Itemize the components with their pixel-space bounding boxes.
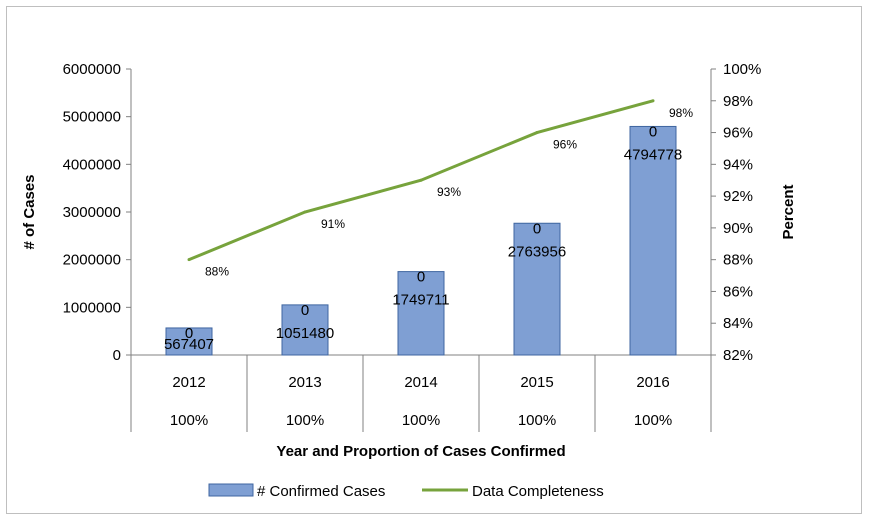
category-label: 2015 [520, 374, 553, 391]
line-point [303, 210, 307, 214]
bar-2013[interactable] [281, 304, 329, 356]
bar-value-label: 1051480 [276, 325, 334, 342]
x-axis-title: Year and Proportion of Cases Confirmed [276, 443, 565, 460]
category-sublabel: 100% [402, 412, 440, 429]
y2-tick-label: 96% [723, 125, 753, 142]
y-tick-label: 0 [113, 347, 121, 364]
y2-tick-label: 86% [723, 283, 753, 300]
category-sublabel: 100% [634, 412, 672, 429]
bar-2016[interactable] [629, 125, 677, 356]
y-tick-label: 5000000 [63, 109, 121, 126]
y2-tick-label: 82% [723, 347, 753, 364]
y2-axis-title: Percent [780, 184, 797, 239]
y-axis-title: # of Cases [21, 174, 38, 249]
category-sublabel: 100% [286, 412, 324, 429]
chart: 0 1000000 2000000 3000000 4000000 5000000 6000… [21, 61, 797, 500]
bar-value-label: 4794778 [624, 146, 682, 163]
category-label: 2016 [636, 374, 669, 391]
y-tick-label: 3000000 [63, 204, 121, 221]
legend-bar-swatch [208, 483, 254, 497]
line-value-label: 91% [321, 217, 345, 231]
bar-top-label: 0 [417, 269, 425, 286]
line-value-label: 96% [553, 138, 577, 152]
bar-top-label: 0 [649, 123, 657, 140]
legend-line-label: Data Completeness [472, 483, 604, 500]
bar-2015[interactable] [513, 222, 561, 356]
category-sublabel: 100% [518, 412, 556, 429]
y2-tick-label: 90% [723, 220, 753, 237]
bar-top-label: 0 [533, 220, 541, 237]
bar-2014[interactable] [397, 271, 445, 356]
category-label: 2012 [172, 374, 205, 391]
bar-top-label: 0 [301, 302, 309, 319]
line-point [535, 131, 539, 135]
y2-tick-label: 100% [723, 61, 761, 78]
y2-tick-label: 88% [723, 252, 753, 269]
line-point [187, 258, 191, 262]
line-point [651, 99, 655, 103]
y-tick-label: 2000000 [63, 252, 121, 269]
y-tick-label: 4000000 [63, 156, 121, 173]
bar-top-label: 0 [185, 325, 193, 342]
y-tick-label: 6000000 [63, 61, 121, 78]
legend-bar-label: # Confirmed Cases [257, 483, 385, 500]
bar-2012[interactable] [165, 327, 213, 356]
line-value-label: 98% [669, 106, 693, 120]
y2-tick-label: 84% [723, 315, 753, 332]
line-point [419, 178, 423, 182]
line-value-label: 88% [205, 265, 229, 279]
line-value-label: 93% [437, 185, 461, 199]
bar-value-label: 2763956 [508, 243, 566, 260]
y2-tick-label: 92% [723, 188, 753, 205]
category-label: 2014 [404, 374, 437, 391]
y2-tick-label: 94% [723, 156, 753, 173]
y2-tick-label: 98% [723, 93, 753, 110]
chart-frame: 0 1000000 2000000 3000000 4000000 5000000 6000… [6, 6, 862, 514]
y-tick-label: 1000000 [63, 299, 121, 316]
bar-value-label: 1749711 [392, 292, 449, 309]
category-sublabel: 100% [170, 412, 208, 429]
category-label: 2013 [288, 374, 321, 391]
bar-value-label: 567407 [164, 336, 214, 353]
